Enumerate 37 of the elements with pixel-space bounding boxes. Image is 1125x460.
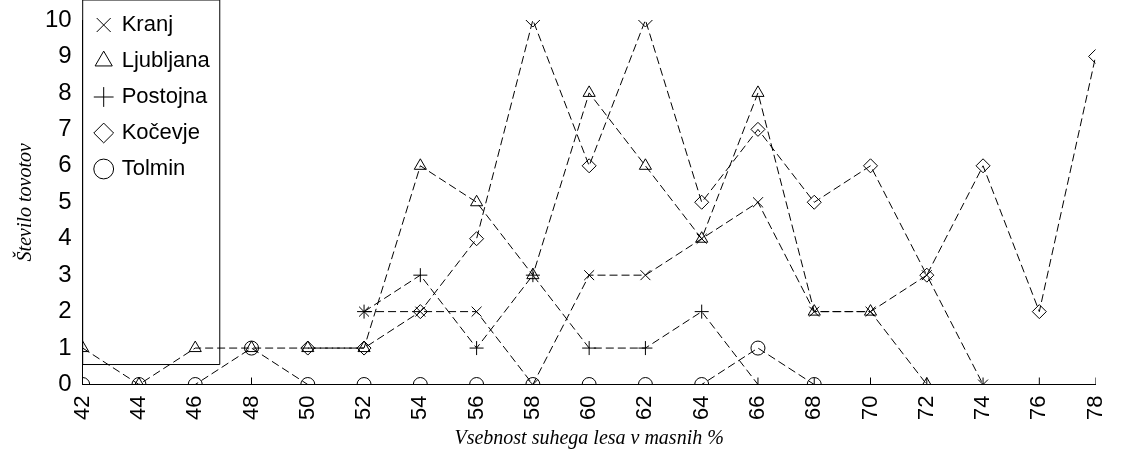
x-tick-label: 56 (462, 395, 488, 421)
x-tick-label: 54 (406, 395, 432, 421)
x-tick-label: 70 (856, 395, 882, 421)
x-tick-label: 44 (125, 395, 151, 421)
x-tick-label: 72 (912, 395, 938, 421)
y-tick-label: 7 (58, 113, 72, 141)
y-tick-label: 3 (58, 259, 72, 287)
x-tick-label: 42 (68, 395, 94, 421)
y-tick-label: 10 (44, 4, 72, 32)
legend-label: Kranj (121, 11, 174, 37)
y-tick-label: 0 (58, 369, 72, 397)
legend-label: Ljubljana (121, 47, 211, 73)
legend-label: Postojna (121, 83, 209, 109)
x-tick-label: 66 (744, 395, 770, 421)
y-tick-label: 1 (58, 332, 72, 360)
x-tick-label: 64 (687, 395, 713, 421)
x-tick-label: 68 (800, 395, 826, 421)
x-tick-label: 50 (293, 395, 319, 421)
y-tick-label: 6 (58, 150, 72, 178)
x-tick-label: 62 (631, 395, 657, 421)
y-tick-label: 5 (58, 186, 72, 214)
x-tick-label: 76 (1025, 395, 1051, 421)
x-tick-label: 60 (575, 395, 601, 421)
y-tick-label: 9 (58, 41, 72, 69)
x-axis-title: Vsebnost suhega lesa v masnih % (454, 426, 724, 450)
y-tick-label: 4 (58, 223, 72, 251)
legend-label: Kočevje (121, 119, 200, 145)
x-tick-label: 74 (969, 395, 995, 421)
x-tick-label: 78 (1081, 395, 1107, 421)
x-tick-label: 48 (237, 395, 263, 421)
y-tick-label: 8 (58, 77, 72, 105)
x-tick-label: 58 (518, 395, 544, 421)
x-tick-label: 46 (181, 395, 207, 421)
legend-label: Tolmin (121, 155, 186, 181)
y-axis-title: Število tovotov (12, 143, 36, 262)
x-tick-label: 52 (350, 395, 376, 421)
y-tick-label: 2 (58, 296, 72, 324)
